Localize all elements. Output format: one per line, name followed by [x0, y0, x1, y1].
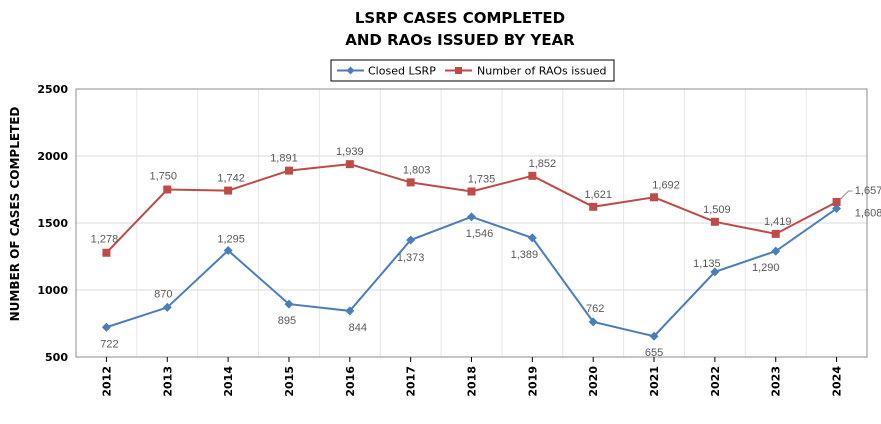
x-tick-label: 2018	[466, 366, 479, 397]
data-label-raos: 1,742	[217, 173, 245, 185]
chart-title-line2: AND RAOs ISSUED BY YEAR	[345, 31, 575, 49]
data-point-closed-lsrp	[162, 302, 172, 312]
x-tick-label: 2017	[405, 366, 418, 397]
y-axis-label: NUMBER OF CASES COMPLETED	[8, 107, 22, 322]
y-tick-label: 500	[45, 351, 68, 364]
data-label-raos: 1,939	[336, 146, 364, 158]
data-label-raos: 1,278	[91, 234, 119, 246]
x-tick-label: 2023	[770, 366, 783, 397]
data-point-raos	[102, 248, 111, 257]
data-label-closed-lsrp: 895	[278, 315, 296, 327]
data-label-closed-lsrp: 1,373	[397, 252, 425, 264]
y-tick-label: 1500	[37, 217, 68, 230]
data-point-closed-lsrp	[406, 235, 416, 245]
data-point-closed-lsrp	[223, 245, 233, 255]
legend-box	[330, 59, 615, 82]
data-point-closed-lsrp	[284, 299, 294, 309]
data-label-raos: 1,419	[764, 216, 792, 228]
data-label-raos: 1,852	[529, 158, 557, 170]
data-label-closed-lsrp: 722	[100, 338, 118, 350]
data-point-closed-lsrp	[832, 204, 842, 214]
data-label-closed-lsrp: 1,290	[752, 262, 780, 274]
legend-marker-raos	[455, 67, 462, 74]
y-tick-label: 1000	[37, 284, 68, 297]
data-label-closed-lsrp: 1,389	[511, 249, 539, 261]
x-tick-label: 2016	[344, 366, 357, 397]
data-point-raos	[832, 197, 841, 206]
legend-marker-closed-lsrp	[346, 66, 355, 75]
data-label-closed-lsrp: 762	[586, 303, 604, 315]
data-label-closed-lsrp: 1,135	[693, 258, 721, 270]
data-label-closed-lsrp: 1,608	[855, 208, 881, 220]
legend-label-closed-lsrp: Closed LSRP	[368, 65, 436, 78]
data-point-raos	[771, 229, 780, 238]
legend-label-raos: Number of RAOs issued	[477, 65, 606, 78]
data-point-closed-lsrp	[527, 233, 537, 243]
data-point-raos	[224, 186, 233, 195]
x-tick-label: 2013	[161, 366, 174, 397]
data-point-closed-lsrp	[467, 212, 476, 222]
data-label-raos: 1,750	[150, 171, 178, 183]
data-label-closed-lsrp: 1,295	[217, 233, 245, 245]
data-point-raos	[345, 160, 354, 169]
data-label-closed-lsrp: 870	[154, 288, 172, 300]
data-label-raos: 1,735	[468, 174, 496, 186]
x-tick-label: 2015	[283, 366, 296, 397]
data-label-closed-lsrp: 844	[349, 322, 367, 334]
data-label-raos: 1,509	[703, 204, 731, 216]
x-tick-label: 2020	[587, 366, 600, 397]
y-tick-label: 2000	[37, 150, 68, 163]
x-tick-label: 2021	[648, 366, 661, 397]
leader-line	[840, 190, 853, 200]
data-point-closed-lsrp	[588, 317, 598, 327]
data-point-closed-lsrp	[345, 306, 355, 316]
x-tick-label: 2024	[831, 366, 844, 397]
data-point-raos	[284, 166, 293, 175]
data-point-raos	[467, 187, 476, 196]
chart-title-line1: LSRP CASES COMPLETED	[355, 9, 565, 27]
data-label-closed-lsrp: 1,546	[466, 228, 494, 240]
x-tick-label: 2019	[526, 366, 539, 397]
data-label-raos: 1,692	[652, 179, 680, 191]
data-point-closed-lsrp	[101, 322, 111, 332]
data-point-raos	[589, 202, 598, 211]
data-point-closed-lsrp	[710, 267, 720, 277]
y-tick-label: 2500	[37, 83, 68, 96]
data-point-closed-lsrp	[649, 331, 659, 341]
x-tick-label: 2014	[222, 366, 235, 397]
data-point-raos	[163, 185, 172, 194]
data-label-raos: 1,891	[270, 153, 298, 165]
legend: Closed LSRP Number of RAOs issued	[330, 59, 615, 82]
plot-area: 500 1000 1500 2000 2500 2012 2013 2014 2015 2016 2…	[37, 83, 881, 397]
x-tick-label: 2022	[709, 366, 722, 397]
data-point-raos	[406, 178, 415, 187]
data-label-raos: 1,803	[403, 164, 431, 176]
data-point-raos	[650, 193, 659, 202]
data-point-closed-lsrp	[771, 246, 781, 256]
data-point-raos	[528, 171, 537, 180]
x-tick-label: 2012	[100, 366, 113, 397]
data-point-raos	[710, 217, 719, 226]
data-label-closed-lsrp: 655	[645, 347, 663, 359]
data-label-raos: 1,621	[584, 189, 612, 201]
data-label-raos: 1,657	[855, 185, 881, 197]
